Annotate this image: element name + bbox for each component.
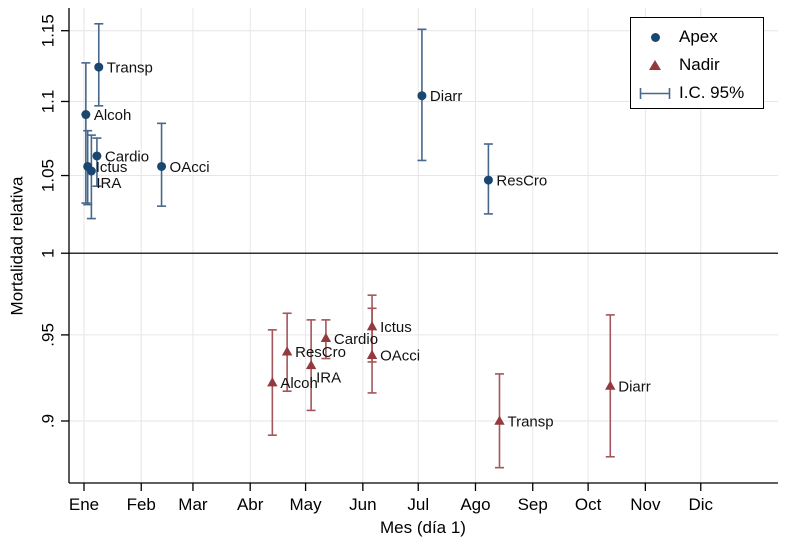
- legend-row-ci: I.C. 95%: [631, 79, 763, 107]
- y-tick-label: 1: [39, 248, 58, 257]
- legend-label-nadir: Nadir: [679, 55, 720, 74]
- marker-nadir-diarr: [605, 380, 616, 390]
- marker-nadir-ira: [305, 359, 317, 370]
- point-label-apex-ira: IRA: [96, 175, 121, 192]
- point-label-nadir-transp: Transp: [507, 413, 553, 430]
- y-tick-label: 1.05: [39, 159, 58, 192]
- x-tick-label: Feb: [127, 495, 156, 514]
- marker-nadir-cardio: [320, 332, 332, 343]
- point-label-nadir-alcoh: Alcoh: [280, 375, 318, 392]
- ci-bar-icon: [639, 87, 671, 99]
- apex-circle-icon: [650, 32, 660, 42]
- point-label-nadir-diarr: Diarr: [618, 378, 651, 395]
- marker-apex-rescro: [483, 175, 493, 185]
- y-tick-label: .9: [39, 414, 58, 428]
- x-axis-title: Mes (día 1): [380, 518, 466, 537]
- y-axis-title: Mortalidad relativa: [8, 176, 27, 315]
- nadir-triangle-icon: [649, 60, 661, 70]
- point-label-apex-oacci: OAcci: [170, 159, 210, 176]
- point-label-apex-ictus: Ictus: [96, 159, 128, 176]
- marker-nadir-alcoh: [267, 377, 278, 387]
- x-tick-label: Oct: [575, 495, 602, 514]
- legend: Apex Nadir I.C. 95%: [630, 17, 764, 109]
- marker-apex-oacci: [157, 161, 167, 171]
- x-tick-label: Jul: [407, 495, 429, 514]
- point-label-apex-cardio: Cardio: [105, 148, 149, 165]
- marker-nadir-ictus: [366, 321, 378, 331]
- x-tick-label: Dic: [688, 495, 713, 514]
- legend-row-nadir: Nadir: [631, 51, 763, 79]
- point-label-apex-rescro: ResCro: [496, 173, 547, 190]
- x-tick-label: Nov: [630, 495, 661, 514]
- y-tick-label: 1.1: [39, 90, 58, 114]
- marker-apex-diarr: [417, 91, 427, 101]
- x-tick-label: May: [290, 495, 323, 514]
- point-label-nadir-cardio: Cardio: [334, 331, 378, 348]
- marker-apex-alcoh: [81, 110, 91, 120]
- legend-label-apex: Apex: [679, 27, 718, 46]
- marker-apex-cardio: [92, 151, 102, 161]
- marker-apex-ira: [86, 166, 96, 176]
- x-tick-label: Ene: [69, 495, 99, 514]
- point-label-apex-transp: Transp: [107, 60, 153, 77]
- marker-nadir-oacci: [366, 349, 378, 359]
- marker-nadir-rescro: [281, 346, 293, 356]
- marker-nadir-transp: [494, 415, 505, 425]
- point-label-nadir-rescro: ResCro: [295, 344, 346, 361]
- point-label-nadir-ictus: Ictus: [380, 319, 412, 336]
- x-tick-label: Mar: [178, 495, 208, 514]
- y-tick-label: .95: [39, 323, 58, 347]
- marker-apex-transp: [94, 62, 104, 72]
- x-tick-label: Abr: [237, 495, 264, 514]
- point-label-nadir-oacci: OAcci: [380, 348, 420, 365]
- legend-symbol-cell: [631, 32, 679, 42]
- legend-row-apex: Apex: [631, 23, 763, 51]
- point-label-nadir-ira: IRA: [316, 369, 341, 386]
- y-tick-label: 1.15: [39, 14, 58, 47]
- point-label-apex-alcoh: Alcoh: [94, 107, 132, 124]
- x-tick-label: Sep: [518, 495, 548, 514]
- legend-symbol-cell: [631, 60, 679, 70]
- legend-label-ci: I.C. 95%: [679, 83, 745, 102]
- point-label-apex-diarr: Diarr: [430, 88, 463, 105]
- legend-symbol-cell: [631, 87, 679, 100]
- x-tick-label: Jun: [349, 495, 376, 514]
- x-tick-label: Ago: [460, 495, 490, 514]
